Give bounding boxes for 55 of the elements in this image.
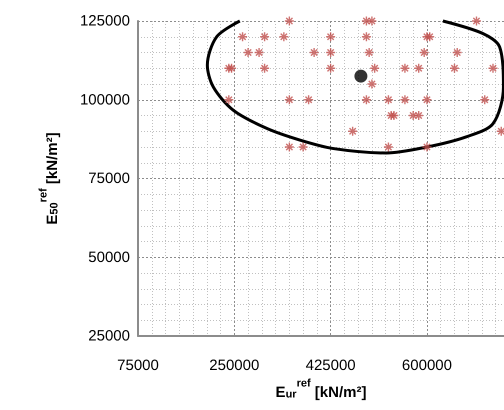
point: [400, 63, 410, 74]
point: [418, 47, 430, 58]
point: [424, 32, 435, 42]
point: [303, 94, 314, 105]
point: [383, 94, 394, 105]
point: [278, 32, 290, 42]
point: [259, 63, 270, 74]
y-axis-title: E50ref [kN/m²]: [38, 132, 61, 225]
point: [242, 47, 254, 58]
x-tick-label: 75000: [117, 357, 159, 374]
point: [347, 126, 358, 136]
point: [452, 47, 462, 58]
point: [369, 63, 380, 74]
y-tick-label: 75000: [88, 170, 130, 187]
point: [361, 16, 372, 26]
point: [298, 142, 308, 152]
point: [354, 70, 368, 83]
point: [361, 94, 372, 105]
point: [325, 47, 336, 58]
point: [422, 94, 432, 105]
point: [284, 16, 295, 26]
point: [259, 32, 270, 42]
point: [471, 16, 482, 26]
point: [325, 32, 336, 42]
point: [325, 63, 336, 74]
point: [400, 94, 410, 105]
point: [488, 63, 498, 74]
point: [224, 94, 234, 105]
point: [413, 110, 424, 121]
point: [449, 63, 460, 74]
point: [254, 47, 264, 58]
line-series: [206, 20, 504, 154]
point: [383, 142, 394, 152]
point: [237, 32, 248, 42]
point: [408, 110, 418, 121]
point: [388, 110, 400, 121]
point: [366, 78, 378, 90]
point: [284, 94, 295, 105]
point: [308, 47, 320, 58]
x-tick-label: 425000: [306, 357, 356, 374]
x-axis-title: Eurref [kN/m²]: [276, 377, 366, 401]
point: [226, 63, 237, 74]
point: [284, 142, 295, 152]
point: [366, 16, 378, 26]
point: [361, 32, 372, 42]
y-tick-label: 50000: [88, 248, 130, 266]
x-tick-label: 600000: [402, 357, 452, 374]
x-tick-label: 250000: [209, 357, 260, 374]
y-tick-label: 25000: [88, 328, 130, 344]
point: [422, 142, 432, 152]
point: [480, 94, 490, 105]
y-tick-label: 125000: [80, 12, 130, 30]
point: [364, 47, 374, 58]
y-tick-label: 100000: [80, 91, 130, 108]
point: [413, 63, 424, 74]
